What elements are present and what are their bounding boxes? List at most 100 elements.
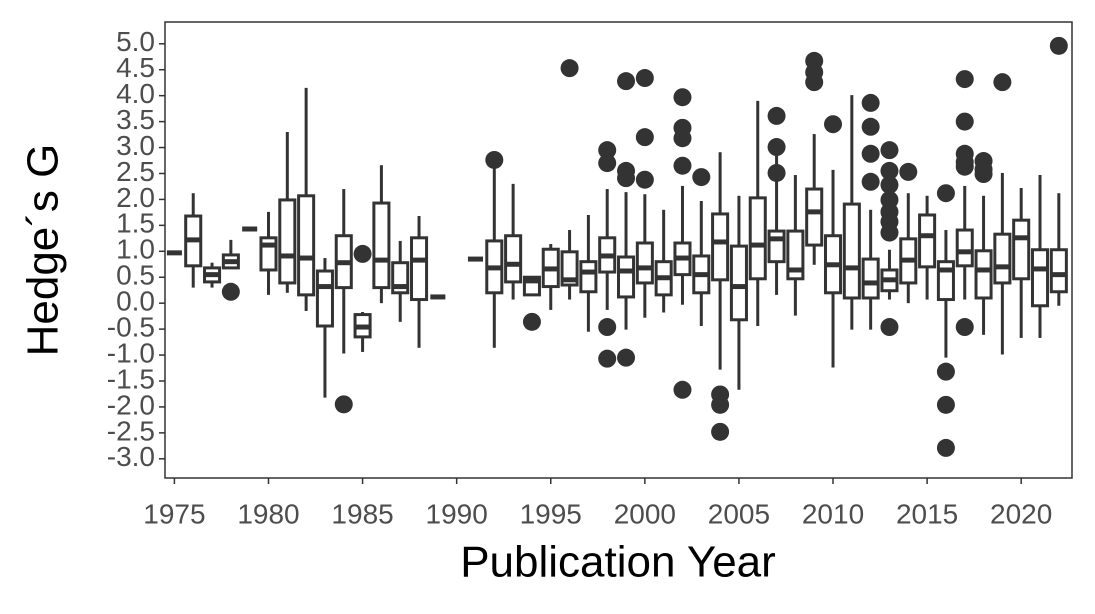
outlier [635, 69, 654, 88]
outlier [598, 141, 617, 160]
y-tick-label: -2.0 [107, 389, 155, 420]
box [410, 236, 429, 302]
box [861, 257, 880, 300]
outlier [993, 73, 1012, 92]
outlier [673, 380, 692, 399]
x-tick-label: 1985 [331, 498, 393, 529]
y-tick-label: 3.5 [116, 104, 155, 135]
y-tick-label: 0.5 [116, 260, 155, 291]
box [993, 232, 1012, 285]
panel [164, 21, 1073, 479]
outlier [861, 144, 880, 163]
outlier [805, 73, 824, 92]
y-tick-label: -0.5 [107, 312, 155, 343]
outlier [485, 150, 504, 169]
box [842, 202, 861, 300]
x-tick-label: 1990 [426, 498, 488, 529]
box [767, 229, 786, 264]
outlier [598, 318, 617, 337]
outlier [936, 438, 955, 457]
outlier [617, 169, 636, 188]
y-tick-label: 0.0 [116, 286, 155, 317]
y-tick-label: 4.0 [116, 78, 155, 109]
box [786, 229, 805, 281]
y-tick-label: 4.5 [116, 52, 155, 83]
outlier [880, 318, 899, 337]
x-tick-label: 1975 [143, 498, 205, 529]
box [936, 260, 955, 302]
y-tick-label: 1.0 [116, 234, 155, 265]
x-tick-label: 1995 [520, 498, 582, 529]
outlier [936, 184, 955, 203]
outlier [899, 162, 918, 181]
outlier [955, 318, 974, 337]
box [1030, 248, 1050, 308]
outlier [711, 395, 730, 414]
outlier [560, 59, 579, 78]
box [617, 255, 636, 299]
outlier [861, 93, 880, 112]
y-tick-label: 1.5 [116, 208, 155, 239]
outlier [221, 282, 240, 301]
outlier [353, 244, 372, 263]
box [278, 198, 297, 285]
box [297, 194, 316, 297]
box [504, 234, 523, 284]
y-tick-label: 2.5 [116, 156, 155, 187]
box [560, 250, 579, 287]
outlier [673, 156, 692, 175]
outlier [767, 138, 786, 157]
outlier [635, 170, 654, 189]
outlier [598, 154, 617, 173]
box [372, 201, 391, 290]
outlier [955, 157, 974, 176]
outlier [617, 72, 636, 91]
outlier [1049, 36, 1068, 55]
y-tick-label: 2.0 [116, 182, 155, 213]
y-tick-label: 5.0 [116, 26, 155, 57]
outlier [861, 172, 880, 191]
box [918, 213, 937, 269]
box [974, 249, 993, 300]
box [315, 269, 334, 328]
box [955, 228, 974, 268]
outlier [692, 168, 711, 187]
outlier [861, 117, 880, 136]
box [1012, 218, 1031, 281]
outlier [673, 129, 692, 148]
outlier [711, 422, 730, 441]
x-tick-label: 2020 [990, 498, 1052, 529]
outlier [955, 112, 974, 131]
box [805, 187, 824, 247]
box [748, 196, 767, 281]
outlier [767, 163, 786, 182]
x-tick-label: 1980 [237, 498, 299, 529]
y-tick-label: -3.0 [107, 441, 155, 472]
outlier [936, 362, 955, 381]
outlier [598, 349, 617, 368]
box [711, 212, 730, 282]
x-axis-title: Publication Year [460, 538, 776, 587]
outlier [522, 312, 541, 331]
outlier [635, 128, 654, 147]
outlier [673, 88, 692, 107]
x-tick-label: 2010 [802, 498, 864, 529]
outlier [334, 395, 353, 414]
box [729, 244, 748, 322]
outlier [880, 141, 899, 160]
outlier [936, 395, 955, 414]
outlier [824, 115, 843, 134]
box [579, 260, 598, 294]
box [635, 241, 654, 285]
x-tick-label: 2000 [614, 498, 676, 529]
box [1049, 248, 1068, 294]
outlier [974, 165, 993, 183]
outlier [880, 175, 899, 194]
x-tick-label: 2015 [896, 498, 958, 529]
outlier [880, 223, 899, 242]
outlier [880, 161, 899, 180]
y-tick-label: 3.0 [116, 130, 155, 161]
y-tick-label: -1.0 [107, 337, 155, 368]
